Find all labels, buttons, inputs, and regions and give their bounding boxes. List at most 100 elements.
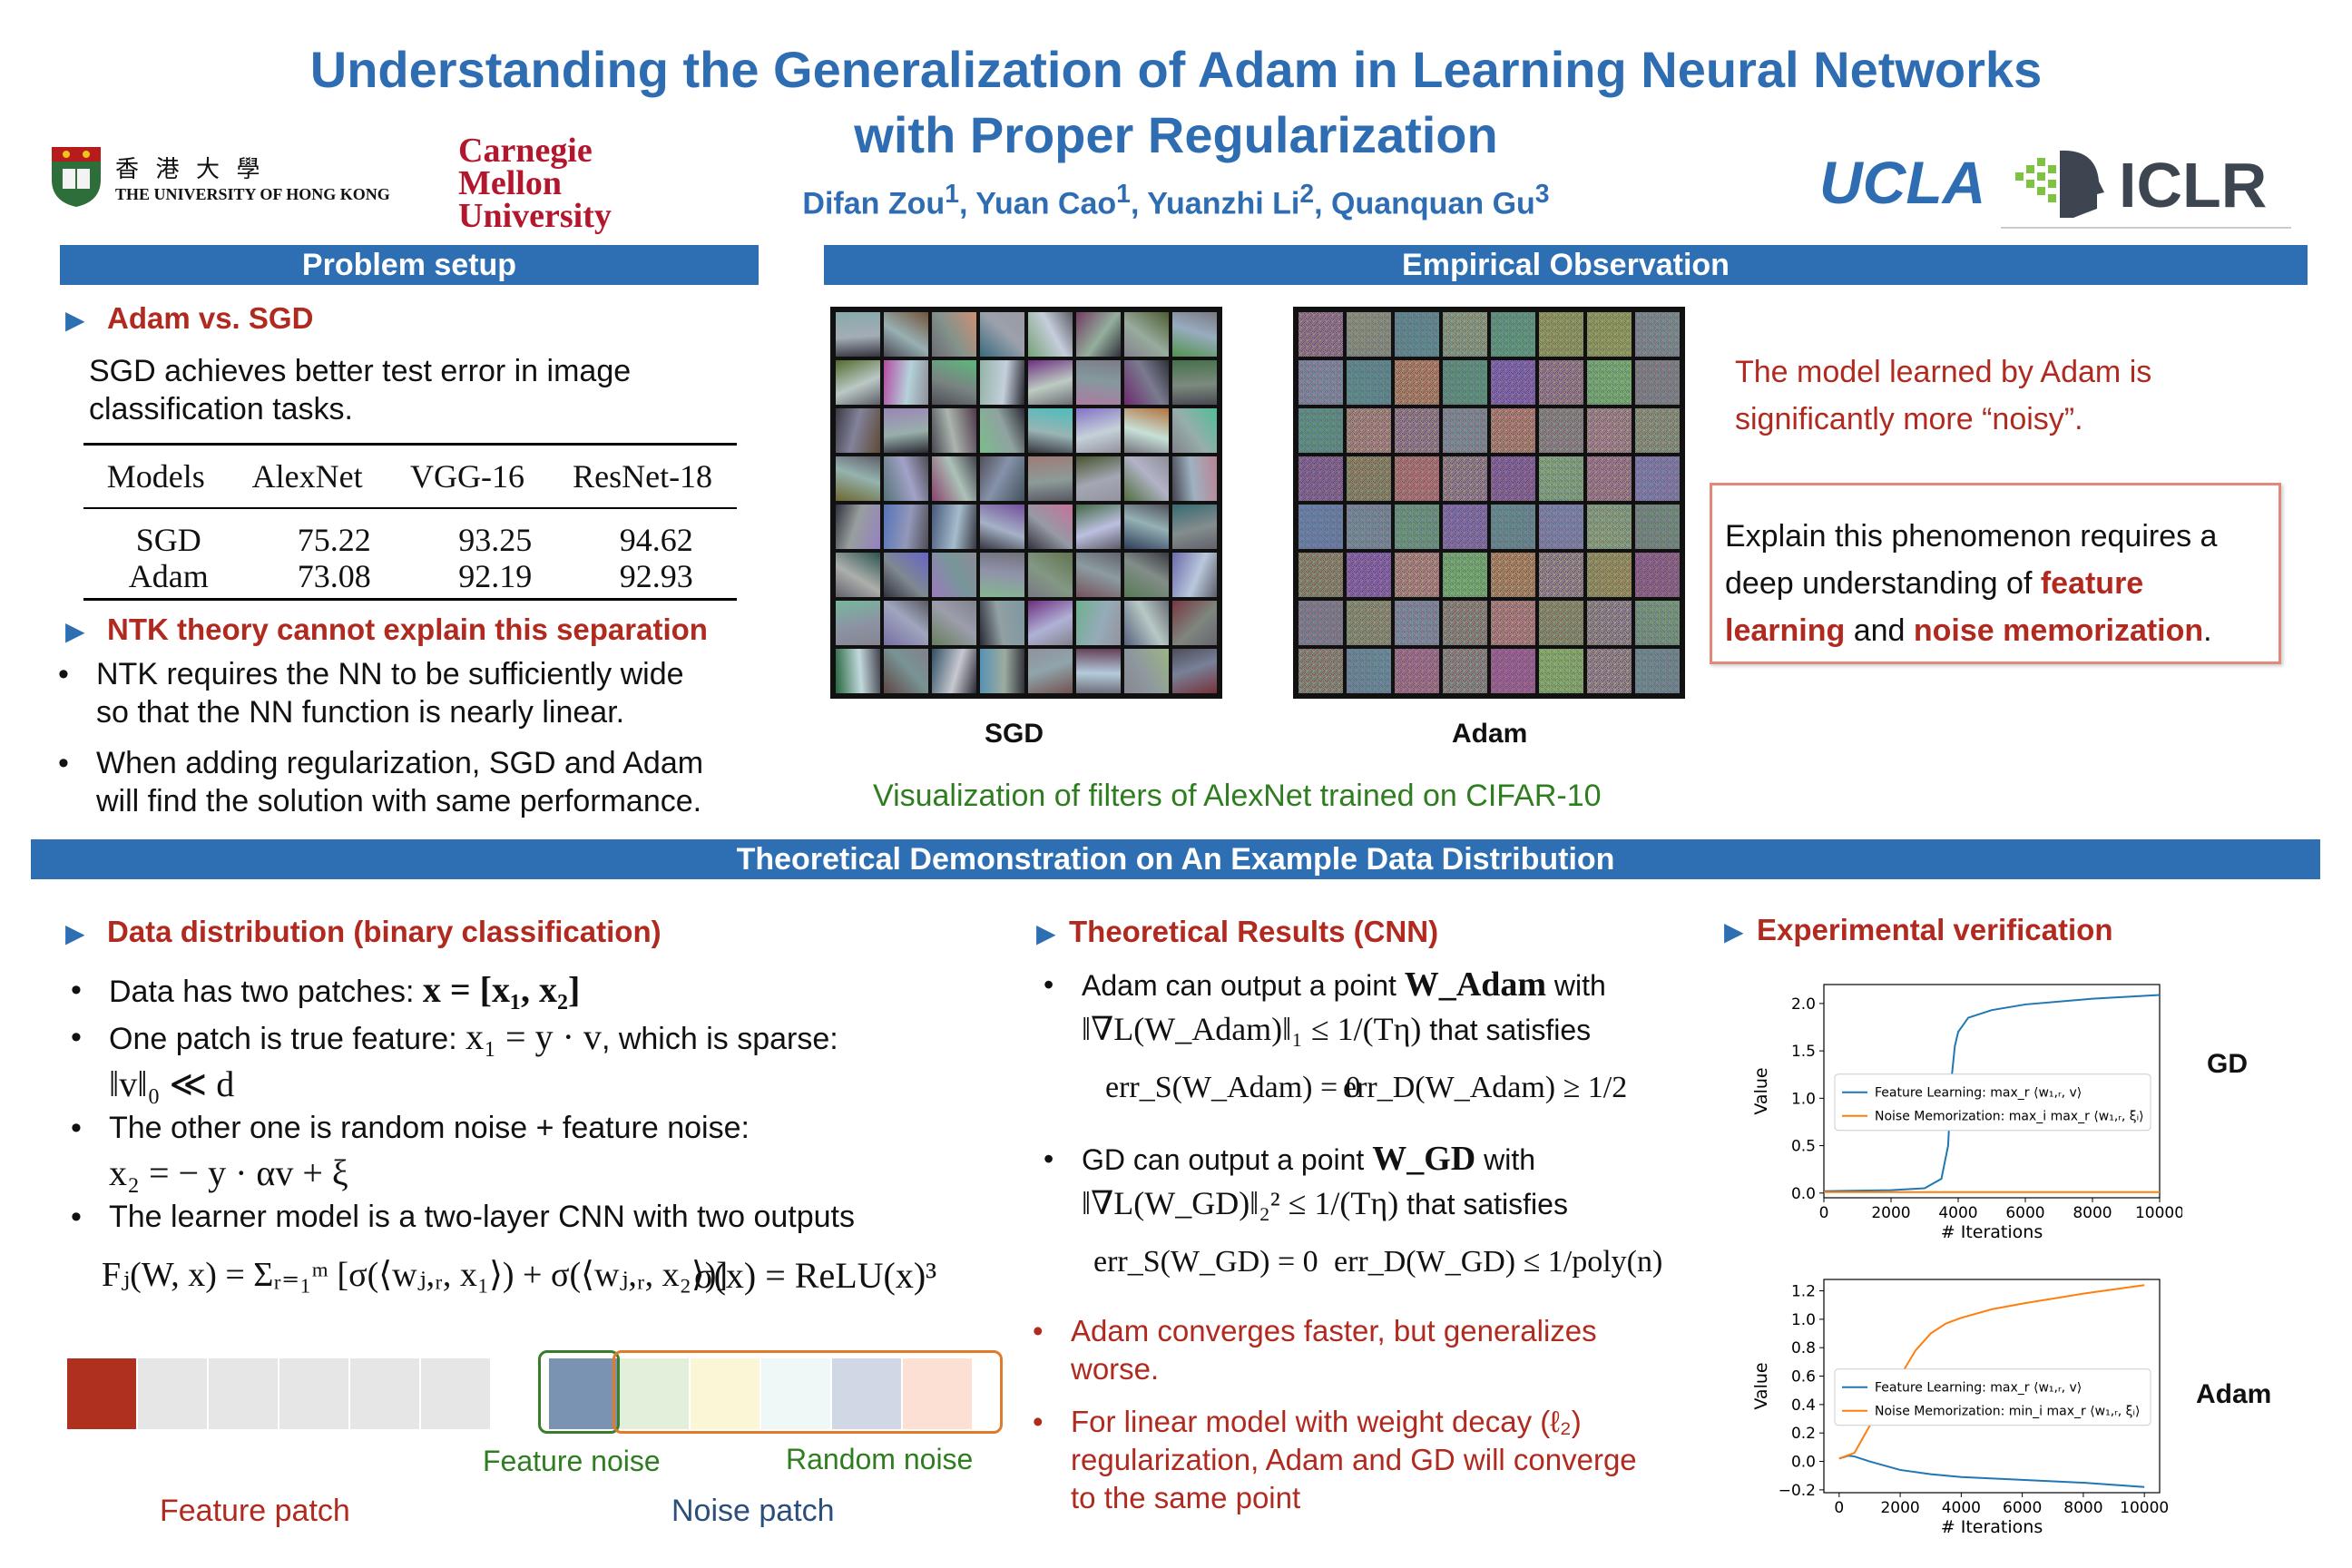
x-tick-label: 6000 — [2005, 1204, 2044, 1222]
adam-filter-cell — [1443, 360, 1487, 405]
sgd-filter-cell — [1172, 312, 1217, 357]
heading-experimental: ▶ Experimental verification — [1724, 913, 2113, 946]
sgd-filter-cell — [884, 505, 928, 549]
iclr-logo: ICLR — [2010, 145, 2300, 222]
adam-error-eq-2: err_D(W_Adam) ≥ 1/2 — [1343, 1071, 1628, 1104]
sgd-filter-cell — [836, 553, 880, 597]
sgd-filter-cell — [932, 408, 976, 453]
adam-filter-cell — [1298, 456, 1343, 501]
y-tick-label: 0.0 — [1791, 1185, 1816, 1203]
sgd-filter-cell — [980, 553, 1024, 597]
sgd-filter-cell — [884, 360, 928, 405]
adam-filter-cell — [1395, 312, 1439, 357]
adam-filter-cell — [1347, 649, 1391, 693]
sgd-filter-cell — [836, 408, 880, 453]
adam-filter-cell — [1539, 649, 1583, 693]
adam-filter-cell — [1298, 312, 1343, 357]
legend-entry: Noise Memorization: max_i max_r ⟨w₁,ᵣ, ξ… — [1875, 1110, 2144, 1124]
sgd-filter-cell — [1028, 360, 1073, 405]
hku-crest-icon — [52, 147, 101, 207]
adam-filter-cell — [1635, 360, 1680, 405]
x-tick-label: 0 — [1834, 1499, 1844, 1517]
adam-filter-cell — [1635, 408, 1680, 453]
series-line — [1838, 1284, 2145, 1460]
data-bullet-3: The other one is random noise + feature … — [71, 1109, 750, 1192]
adam-filter-cell — [1587, 360, 1632, 405]
sgd-filter-cell — [1124, 505, 1169, 549]
result-gd: GD can output a point W_GD with ‖∇L(W_GD… — [1044, 1140, 1568, 1223]
y-tick-label: 1.0 — [1791, 1311, 1816, 1329]
gd-chart: 0 2000 4000 6000 8000 10000 0.0 0.5 1.0 1.5 2.0 # I… — [1751, 984, 2182, 1242]
y-tick-label: 0.2 — [1791, 1425, 1816, 1443]
adam-filter-cell — [1587, 601, 1632, 645]
adam-filter-cell — [1298, 505, 1343, 549]
cnn-model-equation: Fⱼ(W, x) = Σᵣ₌₁ᵐ [σ(⟨wⱼ,ᵣ, x₁⟩) + σ(⟨wⱼ,… — [102, 1256, 729, 1294]
legend-entry: Feature Learning: max_r ⟨w₁,ᵣ, v⟩ — [1875, 1086, 2082, 1101]
x-tick-label: 6000 — [2003, 1499, 2042, 1517]
sgd-filter-cell — [1172, 456, 1217, 501]
sgd-filter-cell — [836, 601, 880, 645]
sgd-filter-cell — [980, 505, 1024, 549]
sgd-filter-cell — [884, 553, 928, 597]
heading-theoretical-results: ▶ Theoretical Results (CNN) — [1036, 915, 1439, 948]
feature-noise-block — [549, 1358, 618, 1429]
adam-filter-cell — [1491, 360, 1535, 405]
adam-filter-cell — [1395, 601, 1439, 645]
iclr-head-icon — [2015, 150, 2104, 218]
adam-filter-cell — [1347, 601, 1391, 645]
adam-filter-cell — [1443, 553, 1487, 597]
legend-entry: Noise Memorization: min_i max_r ⟨w₁,ᵣ, ξ… — [1875, 1405, 2140, 1419]
sgd-filter-cell — [1076, 360, 1121, 405]
sgd-filter-cell — [1028, 408, 1073, 453]
triangle-bullet-icon: ▶ — [65, 919, 85, 947]
feature-patch-empty-block — [279, 1358, 348, 1429]
iclr-text: ICLR — [2119, 150, 2268, 220]
adam-grid-label: Adam — [1452, 719, 1528, 749]
adam-filter-cell — [1298, 408, 1343, 453]
gd-error-eq-2: err_D(W_GD) ≤ 1/poly(n) — [1334, 1245, 1663, 1279]
adam-filter-cell — [1443, 408, 1487, 453]
x-tick-label: 10000 — [2135, 1204, 2182, 1222]
adam-filter-cell — [1539, 601, 1583, 645]
adam-filter-cell — [1635, 601, 1680, 645]
adam-filter-cell — [1587, 649, 1632, 693]
adam-filter-cell — [1443, 312, 1487, 357]
adam-filter-cell — [1539, 408, 1583, 453]
activation-equation: σ(x) = ReLU(x)³ — [694, 1255, 937, 1296]
sgd-filter-cell — [1076, 505, 1121, 549]
adam-filter-cell — [1491, 649, 1535, 693]
legend-box — [1834, 1368, 2151, 1426]
triangle-bullet-icon: ▶ — [1036, 919, 1056, 947]
y-axis-label: Value — [1751, 1362, 1771, 1409]
adam-filter-cell — [1539, 312, 1583, 357]
adam-filter-cell — [1395, 505, 1439, 549]
sgd-filter-cell — [1172, 601, 1217, 645]
sgd-filter-cell — [1076, 456, 1121, 501]
x-axis-label: # Iterations — [1941, 1517, 2043, 1537]
adam-filter-cell — [1395, 408, 1439, 453]
legend-entry: Feature Learning: max_r ⟨w₁,ᵣ, v⟩ — [1875, 1381, 2082, 1396]
sgd-text: SGD achieves better test error in image … — [89, 354, 632, 426]
cmu-logo: Carnegie Mellon University — [458, 132, 612, 235]
adam-filter-cell — [1635, 312, 1680, 357]
sgd-filter-cell — [980, 360, 1024, 405]
feature-patch-empty-block — [209, 1358, 278, 1429]
adam-filter-cell — [1443, 505, 1487, 549]
adam-filter-cell — [1298, 360, 1343, 405]
empirical-bar: Empirical Observation — [824, 245, 2308, 285]
adam-filter-cell — [1347, 408, 1391, 453]
feature-noise-label: Feature noise — [483, 1445, 661, 1477]
triangle-bullet-icon: ▶ — [1724, 917, 1744, 946]
random-noise-block — [620, 1358, 689, 1429]
feature-patch-label: Feature patch — [160, 1494, 350, 1528]
adam-filter-cell — [1635, 456, 1680, 501]
explanation-box: Explain this phenomenon requires a deep … — [1710, 483, 2281, 664]
theory-bar: Theoretical Demonstration on An Example … — [31, 839, 2320, 879]
adam-filter-cell — [1347, 360, 1391, 405]
author-list: Difan Zou1, Yuan Cao1, Yuanzhi Li2, Quan… — [802, 180, 1550, 221]
adam-filter-cell — [1443, 456, 1487, 501]
random-noise-block — [691, 1358, 760, 1429]
triangle-bullet-icon: ▶ — [65, 617, 85, 645]
problem-setup-bar: Problem setup — [60, 245, 759, 285]
feature-patch-empty-block — [421, 1358, 490, 1429]
